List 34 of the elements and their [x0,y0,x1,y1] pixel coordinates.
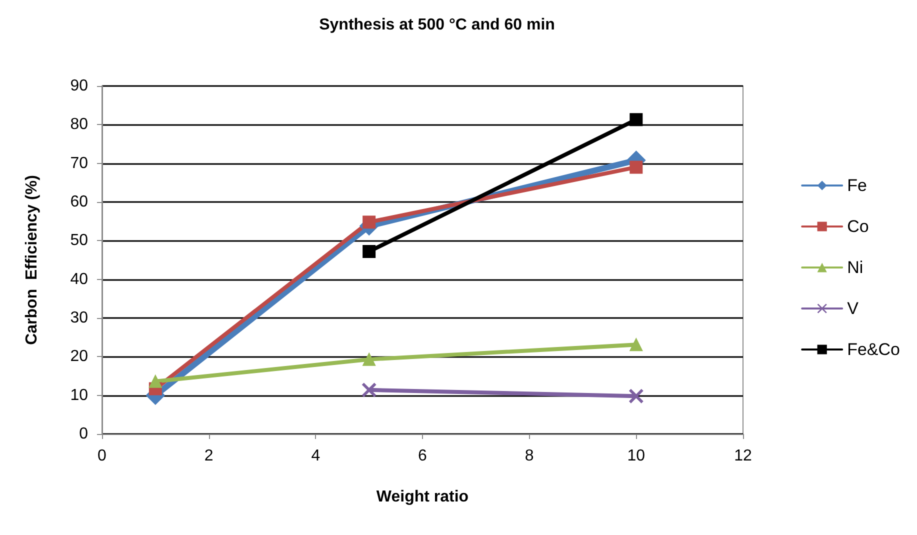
point [362,244,376,258]
x-tick-label: 4 [311,448,320,464]
y-tick-label: 50 [70,232,88,250]
y-tick-label: 30 [70,310,88,326]
y-tick-label: 20 [70,348,88,366]
point [362,352,376,366]
legend-label: Fe&Co [847,340,900,359]
y-tick-label: 80 [70,116,88,134]
y-axis-title: Carbon Efficiency (%) [24,175,40,345]
point [629,389,644,404]
x-tick-label: 6 [418,448,428,464]
y-tick-label: 90 [70,78,88,94]
y-tick-label: 40 [70,270,88,288]
point [362,382,376,397]
y-tick-label: 0 [79,426,88,442]
point [630,113,643,126]
x-axis-title: Weight ratio [376,488,469,506]
point [148,374,162,388]
y-tick-label: 10 [70,386,88,404]
x-tick-label: 12 [734,448,752,464]
chart-title: Synthesis at 500 °C and 60 min [319,16,555,34]
y-tick-label: 70 [70,154,88,172]
point [362,216,376,229]
y-tick-label: 60 [70,194,88,210]
legend-label: V [847,299,860,318]
legend-label: Ni [847,258,864,277]
point [630,160,643,174]
x-tick-label: 10 [627,448,646,464]
legend-label: Co [847,217,869,236]
point [630,338,643,352]
legend-label: Fe [847,176,867,195]
x-tick-label: 8 [524,448,534,464]
x-tick-label: 0 [98,448,107,464]
x-tick-label: 2 [204,448,214,464]
